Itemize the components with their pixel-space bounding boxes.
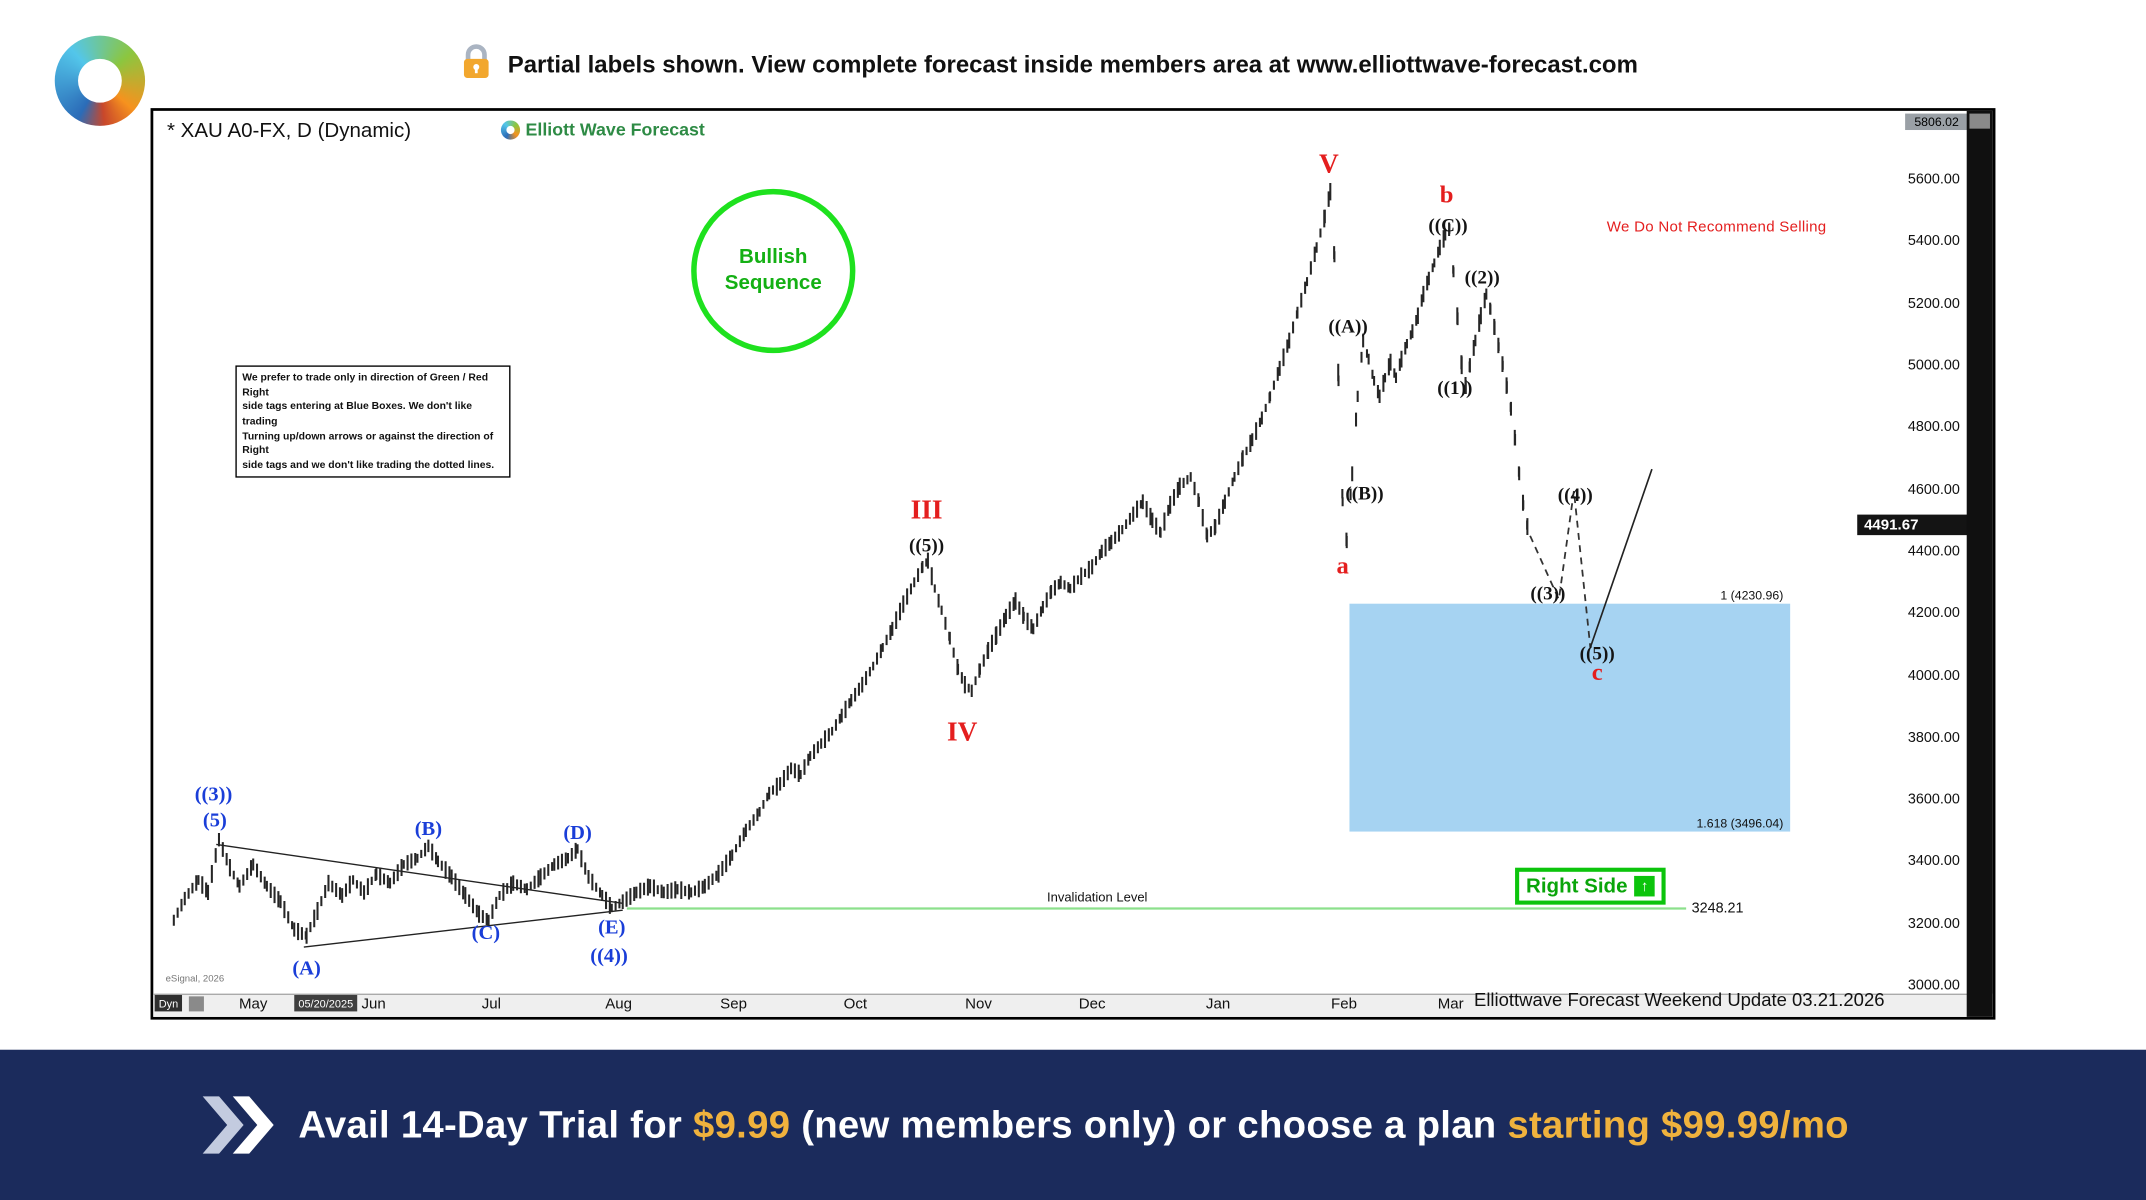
promo-text-part: Avail 14-Day Trial for bbox=[298, 1103, 694, 1146]
lock-icon bbox=[460, 44, 493, 89]
trendline bbox=[303, 909, 623, 948]
wave-label: (E) bbox=[598, 916, 625, 938]
wave-label: ((2)) bbox=[1465, 267, 1500, 288]
trading-disclaimer-box: We prefer to trade only in direction of … bbox=[235, 365, 511, 479]
wave-label: (D) bbox=[563, 822, 591, 844]
wave-label: ((C)) bbox=[1428, 215, 1467, 236]
month-label: Oct bbox=[843, 996, 868, 1013]
month-label: Nov bbox=[965, 996, 992, 1013]
wave-label: (B) bbox=[415, 818, 442, 840]
promo-banner[interactable]: Avail 14-Day Trial for $9.99 (new member… bbox=[0, 1049, 2146, 1200]
price-series bbox=[172, 182, 1529, 944]
y-tick-label: 4200.00 bbox=[1907, 605, 1960, 622]
right-side-label: Right Side bbox=[1526, 874, 1628, 898]
members-notice: Partial labels shown. View complete fore… bbox=[507, 50, 1638, 79]
y-tick-label: 3600.00 bbox=[1907, 791, 1960, 808]
wave-label: (A) bbox=[292, 957, 320, 979]
wave-label: ((1)) bbox=[1437, 378, 1472, 399]
right-scrollbar[interactable] bbox=[1966, 110, 1993, 1017]
y-tick-label: 3400.00 bbox=[1907, 853, 1960, 870]
price-chart[interactable]: 1 (4230.96) 1.618 (3496.04) Invalidation L… bbox=[151, 108, 1996, 1020]
month-label: Aug bbox=[605, 996, 633, 1013]
no-sell-warning: We Do Not Recommend Selling bbox=[1606, 218, 1827, 236]
y-tick-label: 4800.00 bbox=[1907, 419, 1960, 436]
y-tick-label: 4600.00 bbox=[1907, 481, 1960, 498]
y-tick-label: 4000.00 bbox=[1907, 667, 1960, 684]
brand: Elliott Wave Forecast bbox=[500, 119, 705, 140]
update-note: Elliottwave Forecast Weekend Update 03.2… bbox=[1474, 989, 1885, 1011]
double-chevron-icon bbox=[202, 1096, 274, 1154]
brand-logo-icon bbox=[500, 119, 521, 139]
dyn-button[interactable]: Dyn bbox=[154, 994, 183, 1012]
y-tick-label: 5400.00 bbox=[1907, 233, 1960, 250]
last-price-tag: 4491.67 bbox=[1857, 514, 1969, 536]
wave-label: (5) bbox=[203, 810, 227, 832]
y-tick-label: 5600.00 bbox=[1907, 171, 1960, 188]
y-tick-label: 5200.00 bbox=[1907, 295, 1960, 312]
bullish-sequence-badge: Bullish Sequence bbox=[691, 188, 856, 354]
chart-style-icon[interactable] bbox=[188, 996, 204, 1012]
wave-label: ((4)) bbox=[1558, 485, 1593, 506]
month-label: May bbox=[238, 996, 268, 1013]
promo-text-part: $9.99 bbox=[693, 1103, 791, 1146]
brand-name: Elliott Wave Forecast bbox=[525, 119, 705, 140]
chart-panel bbox=[150, 108, 1996, 1020]
chart-title: * XAU A0-FX, D (Dynamic) bbox=[166, 119, 412, 143]
wave-label: ((3)) bbox=[195, 784, 233, 806]
session-high-tag: 5806.02 bbox=[1905, 113, 1969, 131]
wave-label: b bbox=[1440, 182, 1454, 209]
x-axis-strip[interactable] bbox=[153, 993, 1993, 1017]
up-arrow-icon: ↑ bbox=[1634, 875, 1655, 897]
site-logo bbox=[54, 35, 146, 126]
month-label: Jan bbox=[1205, 996, 1231, 1013]
y-tick-label: 3200.00 bbox=[1907, 915, 1960, 932]
wave-label: V bbox=[1319, 148, 1339, 178]
wave-label: ((5)) bbox=[909, 536, 944, 557]
y-tick-label: 5000.00 bbox=[1907, 357, 1960, 374]
month-label: Jun bbox=[361, 996, 386, 1013]
wave-label: c bbox=[1592, 659, 1603, 686]
invalidation-label: Invalidation Level bbox=[1047, 890, 1148, 905]
y-tick-label: 3000.00 bbox=[1907, 977, 1960, 994]
blue-box-target-zone bbox=[1349, 603, 1791, 832]
y-tick-label: 4400.00 bbox=[1907, 543, 1960, 560]
wave-label: ((4)) bbox=[590, 945, 628, 967]
trendline bbox=[216, 843, 623, 904]
promo-text[interactable]: Avail 14-Day Trial for $9.99 (new member… bbox=[298, 1103, 1848, 1147]
promo-text-part: (new members only) or choose a plan bbox=[790, 1103, 1508, 1146]
y-tick-label: 3800.00 bbox=[1907, 729, 1960, 746]
projection-dashed bbox=[1529, 490, 1592, 648]
wave-label: III bbox=[911, 495, 943, 525]
wave-label: a bbox=[1336, 552, 1348, 579]
month-label: Jul bbox=[481, 996, 501, 1013]
wave-label: ((3)) bbox=[1530, 583, 1565, 604]
month-label: Sep bbox=[720, 996, 747, 1013]
wave-label: ((5)) bbox=[1580, 644, 1615, 665]
esignal-credit: eSignal, 2026 bbox=[165, 974, 225, 985]
blue-box-bottom-label: 1.618 (3496.04) bbox=[1696, 816, 1783, 830]
month-label: Dec bbox=[1078, 996, 1106, 1013]
promo-text-part: starting $99.99/mo bbox=[1507, 1103, 1849, 1146]
month-label: Mar bbox=[1437, 996, 1464, 1013]
scrollbar-thumb[interactable] bbox=[1969, 113, 1990, 129]
wave-label: IV bbox=[947, 716, 978, 746]
wave-label: ((A)) bbox=[1328, 317, 1367, 338]
wave-label: ((B)) bbox=[1345, 484, 1383, 505]
projection-solid bbox=[1589, 468, 1653, 648]
month-label: Feb bbox=[1331, 996, 1357, 1013]
wave-label: (C) bbox=[472, 922, 500, 944]
blue-box-top-label: 1 (4230.96) bbox=[1720, 589, 1783, 603]
date-tag: 05/20/2025 bbox=[294, 994, 358, 1012]
right-side-badge: Right Side ↑ bbox=[1515, 867, 1666, 905]
invalidation-price: 3248.21 bbox=[1692, 901, 1744, 917]
